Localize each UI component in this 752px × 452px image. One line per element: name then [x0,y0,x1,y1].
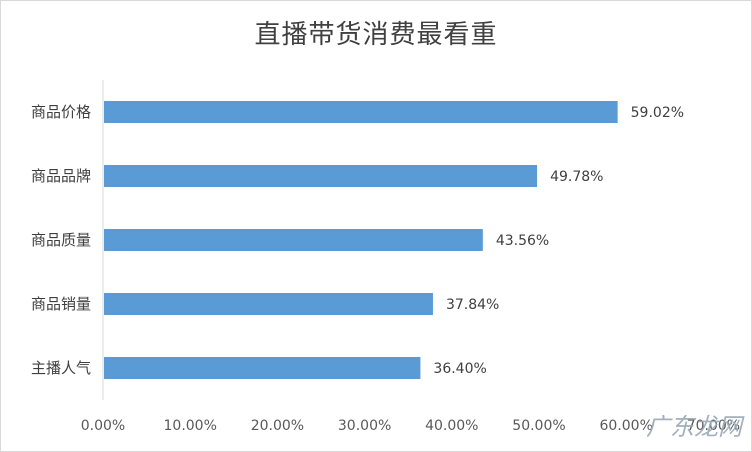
bar [104,101,618,123]
watermark: 广东龙网 [646,413,742,441]
x-tick-label: 0.00% [81,418,125,434]
bar [104,165,538,187]
bar [104,357,421,379]
data-label: 49.78% [550,169,603,185]
x-tick-label: 10.00% [164,418,217,434]
x-tick-label: 50.00% [512,418,565,434]
x-tick-label: 20.00% [251,418,304,434]
data-label: 37.84% [446,297,499,313]
category-label: 主播人气 [31,359,91,377]
x-tick-label: 40.00% [425,418,478,434]
x-tick-label: 30.00% [338,418,391,434]
data-label: 59.02% [631,105,684,121]
category-label: 商品质量 [31,231,91,249]
category-label: 商品价格 [31,103,91,121]
x-tick-label: 70.00% [687,418,740,434]
category-label: 商品销量 [31,295,91,313]
chart-title: 直播带货消费最看重 [254,20,498,50]
x-tick-label: 60.00% [600,418,653,434]
data-label: 43.56% [496,233,549,249]
data-label: 36.40% [433,361,486,377]
bar [104,293,433,315]
category-label: 商品品牌 [31,167,91,185]
bar [104,229,483,251]
